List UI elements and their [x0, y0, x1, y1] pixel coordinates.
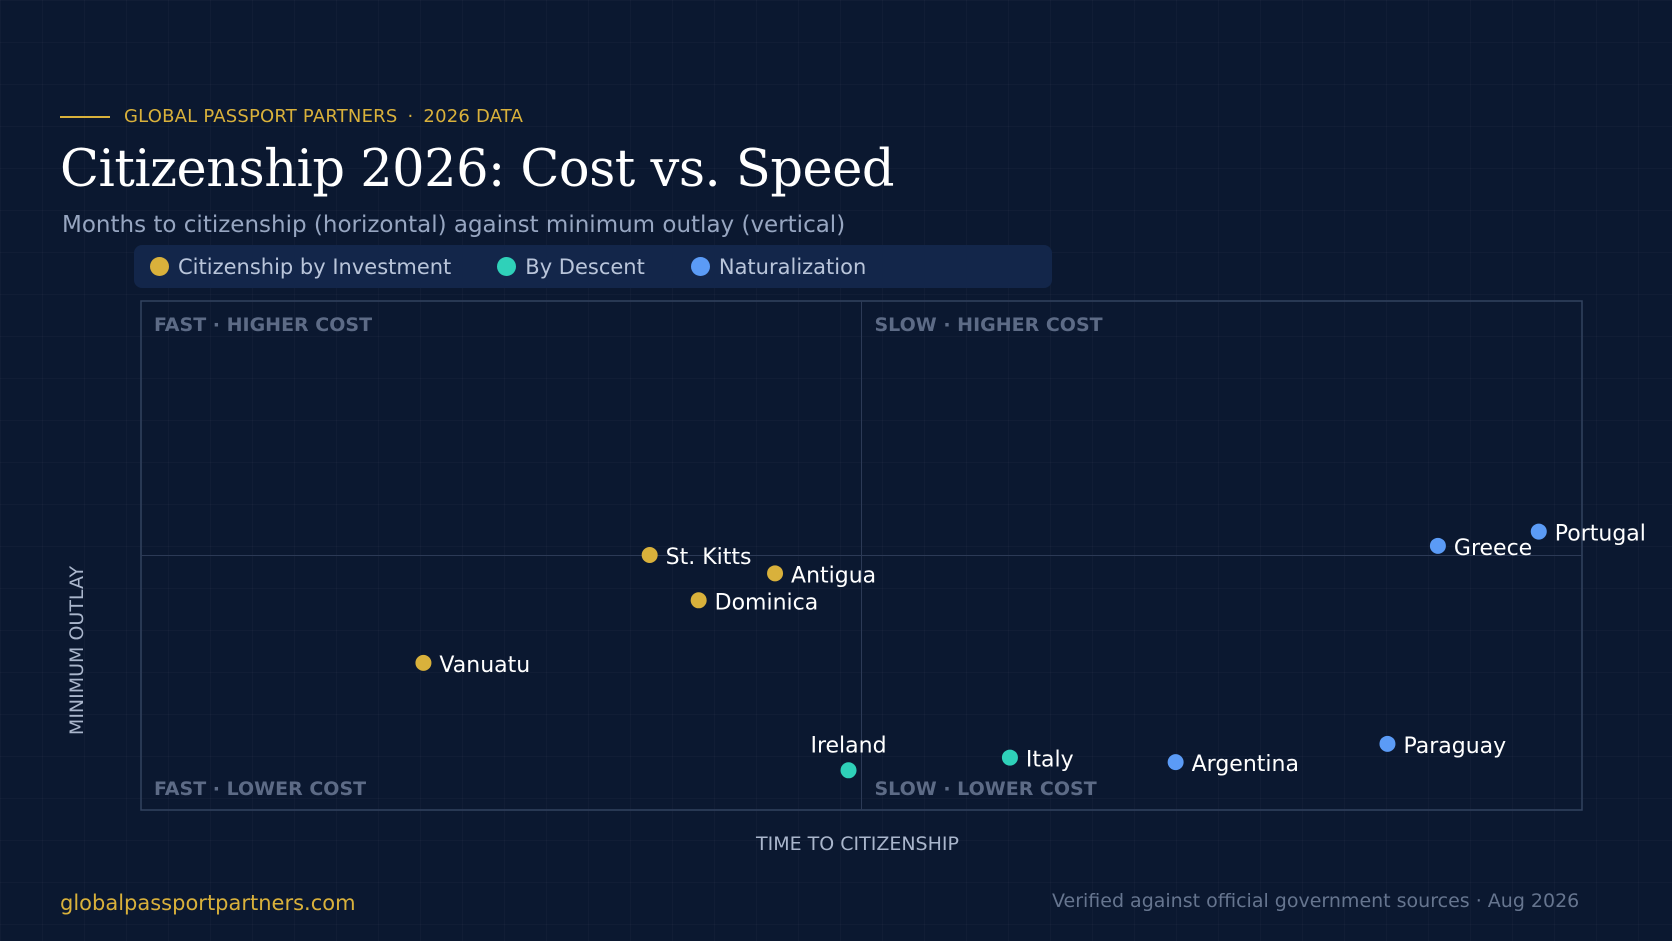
- eyebrow-year: 2026 DATA: [423, 106, 524, 127]
- point-italy: [1001, 749, 1018, 766]
- point-label-italy: Italy: [1026, 748, 1074, 773]
- point-label-st-kitts: St. Kitts: [666, 545, 752, 570]
- legend-swatch-investment: [150, 257, 169, 276]
- point-antigua: [767, 565, 784, 582]
- legend-swatch-naturalization: [690, 257, 710, 276]
- legend-item-descent: By Descent: [497, 255, 645, 279]
- point-label-ireland: Ireland: [810, 733, 886, 758]
- quadrant-label-bottom-left: FAST · LOWER COST: [154, 778, 366, 800]
- point-st-kitts: [641, 546, 658, 563]
- footer-website: globalpassportpartners.com: [60, 891, 356, 915]
- point-dominica: [690, 592, 707, 609]
- point-paraguay: [1379, 735, 1396, 752]
- point-label-argentina: Argentina: [1192, 752, 1299, 777]
- eyebrow-rule: [60, 115, 110, 118]
- legend-item-naturalization: Naturalization: [690, 254, 867, 279]
- legend-swatch-descent: [497, 257, 517, 276]
- x-axis-label: TIME TO CITIZENSHIP: [755, 833, 959, 855]
- point-portugal: [1530, 523, 1547, 540]
- legend-label-investment: Citizenship by Investment: [178, 254, 452, 279]
- legend-label-descent: By Descent: [525, 254, 645, 279]
- quadrant-label-top-left: FAST · HIGHER COST: [154, 314, 372, 336]
- point-label-paraguay: Paraguay: [1403, 734, 1506, 759]
- point-label-antigua: Antigua: [791, 563, 876, 588]
- chart-legend: Citizenship by Investment By Descent Nat…: [134, 245, 1052, 288]
- point-argentina: [1167, 754, 1184, 771]
- point-label-portugal: Portugal: [1555, 522, 1646, 547]
- legend-item-investment: Citizenship by Investment: [150, 255, 451, 279]
- point-label-dominica: Dominica: [715, 590, 819, 615]
- point-label-greece: Greece: [1454, 536, 1532, 561]
- eyebrow-brand: GLOBAL PASSPORT PARTNERS: [124, 106, 398, 127]
- eyebrow-separator: ·: [407, 106, 414, 127]
- page-title: Citizenship 2026: Cost vs. Speed: [60, 140, 895, 199]
- point-vanuatu: [415, 654, 432, 671]
- legend-label-naturalization: Naturalization: [718, 254, 867, 279]
- quadrant-label-top-right: SLOW · HIGHER COST: [875, 314, 1103, 336]
- point-greece: [1429, 537, 1446, 554]
- point-label-vanuatu: Vanuatu: [439, 653, 530, 678]
- page-subtitle: Months to citizenship (horizontal) again…: [62, 212, 846, 238]
- eyebrow: GLOBAL PASSPORT PARTNERS · 2026 DATA: [60, 106, 523, 127]
- point-ireland: [840, 762, 857, 779]
- quadrant-label-bottom-right: SLOW · LOWER COST: [875, 778, 1097, 800]
- y-axis-label: MINIMUM OUTLAY: [66, 566, 88, 736]
- footer-note: Verified against official government sou…: [1052, 890, 1580, 912]
